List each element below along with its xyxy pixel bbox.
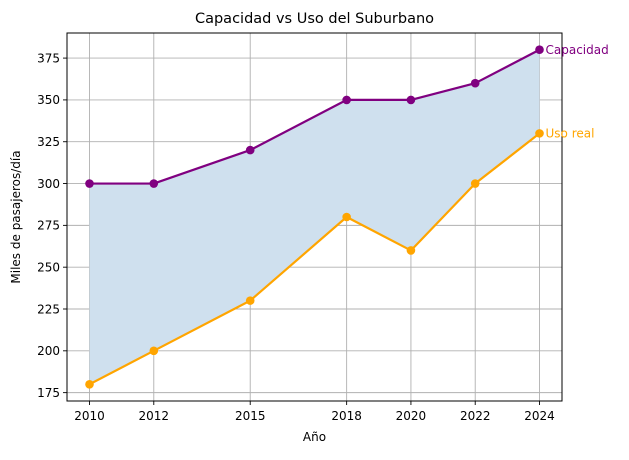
y-tick-label: 300	[37, 177, 60, 191]
y-tick-label: 325	[37, 135, 60, 149]
y-tick-label: 275	[37, 219, 60, 233]
data-point-capacidad	[85, 179, 94, 188]
data-point-capacidad	[149, 179, 159, 188]
data-point-uso-real	[406, 246, 416, 255]
plot-frame	[66, 32, 563, 402]
series-labels: Capacidad Uso real	[546, 43, 609, 141]
data-point-capacidad	[245, 145, 255, 155]
y-tick-label: 225	[37, 302, 60, 316]
y-tick-label: 350	[37, 93, 60, 107]
series-layer	[85, 45, 544, 389]
x-tick-label: 2015	[235, 409, 266, 423]
y-tick-label: 175	[37, 386, 60, 400]
x-tick-label: 2020	[396, 409, 427, 423]
y-axis-label: Miles de pasajeros/día	[9, 150, 23, 283]
x-axis-label: Año	[303, 430, 326, 444]
data-point-capacidad	[406, 95, 416, 105]
data-point-uso-real	[342, 212, 351, 222]
axis-ticks: 2010 2012 2015 2018 2020 2022 2024 175 200 225 250…	[37, 51, 555, 423]
data-point-capacidad	[342, 95, 351, 105]
data-point-uso-real	[470, 179, 480, 188]
data-point-capacidad	[535, 45, 544, 55]
x-tick-label: 2010	[74, 409, 105, 423]
series-label-capacidad: Capacidad	[546, 43, 609, 57]
x-tick-label: 2024	[524, 409, 555, 423]
y-tick-label: 250	[37, 260, 60, 274]
x-tick-label: 2022	[460, 409, 491, 423]
y-tick-label: 375	[37, 51, 60, 65]
fill-between-area	[89, 49, 540, 385]
fill-area-layer	[89, 49, 540, 385]
data-point-uso-real	[149, 346, 159, 356]
series-label-uso-real: Uso real	[546, 127, 595, 141]
data-point-uso-real	[85, 379, 94, 389]
data-point-uso-real	[535, 129, 544, 138]
data-point-uso-real	[245, 296, 255, 305]
data-point-capacidad	[470, 78, 480, 88]
x-tick-label: 2012	[139, 409, 170, 423]
x-tick-label: 2018	[331, 409, 362, 423]
y-tick-label: 200	[37, 344, 60, 358]
chart-title: Capacidad vs Uso del Suburbano	[195, 11, 434, 27]
